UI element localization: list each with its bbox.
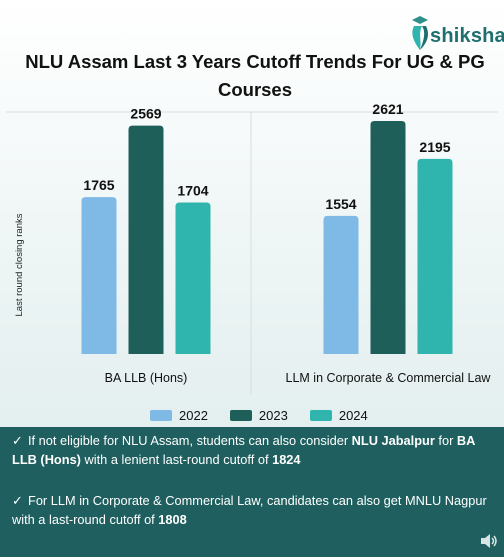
note-text: For LLM in Corporate & Commercial Law, c… <box>12 493 487 527</box>
legend-item-2022: 2022 <box>150 408 208 423</box>
y-axis-label: Last round closing ranks <box>14 213 25 316</box>
legend-item-2023: 2023 <box>229 407 288 423</box>
bar-chart: Last round closing ranks 1765 2569 1704 BA … <box>6 101 498 395</box>
data-label: 1554 <box>325 196 356 212</box>
note-text: If not eligible for NLU Assam, students … <box>28 433 352 448</box>
brand-name: shiksha <box>430 25 504 47</box>
check-icon: ✓ <box>12 433 23 448</box>
note-item: ✓ If not eligible for NLU Assam, students… <box>12 431 490 469</box>
data-label: 1704 <box>177 183 208 199</box>
bar-2024 <box>417 158 453 354</box>
legend-item-2024: 2024 <box>309 407 368 423</box>
category-label: BA LLB (Hons) <box>105 371 188 385</box>
page-title: NLU Assam Last 3 Years Cutoff Trends For… <box>25 51 485 100</box>
speaker-icon[interactable] <box>478 530 500 552</box>
legend-label: 2022 <box>179 407 208 423</box>
legend-swatch <box>150 409 172 421</box>
legend-label: 2023 <box>258 407 288 423</box>
note-text: 1824 <box>272 452 301 467</box>
bar-2023 <box>370 121 406 355</box>
legend: 2022 2023 2024 <box>150 405 390 425</box>
legend-swatch <box>229 409 252 421</box>
note-text: for <box>434 433 457 448</box>
note-text: BA LLB (Hons) <box>12 433 475 467</box>
data-label: 2621 <box>372 101 403 117</box>
bar-2022 <box>81 197 117 354</box>
data-label: 2569 <box>130 106 161 122</box>
check-icon: ✓ <box>12 493 23 508</box>
note-text: with a lenient last-round cutoff of <box>80 452 273 467</box>
category-label: LLM in Corporate & Commercial Law <box>286 371 492 385</box>
legend-swatch <box>309 409 332 421</box>
notes-panel: ✓ If not eligible for NLU Assam, students… <box>0 427 504 557</box>
bar-2024 <box>175 202 211 354</box>
legend-label: 2024 <box>338 407 368 423</box>
graduation-cap-icon <box>412 16 428 50</box>
bar-2022 <box>323 215 359 354</box>
note-item: ✓ For LLM in Corporate & Commercial Law, … <box>12 491 490 529</box>
data-label: 2195 <box>419 139 450 155</box>
shiksha-logo: shiksha <box>408 16 504 52</box>
note-text: NLU Jabalpur <box>351 433 435 448</box>
note-text: 1808 <box>158 512 187 527</box>
bar-2023 <box>128 125 164 355</box>
data-label: 1765 <box>83 177 114 193</box>
